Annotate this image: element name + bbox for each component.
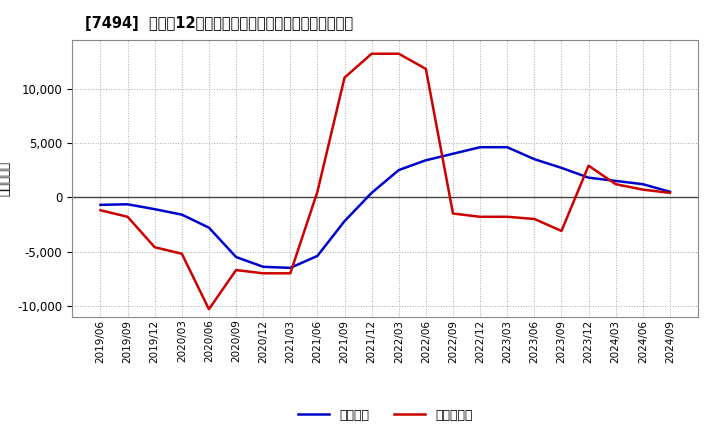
Y-axis label: （百万円）: （百万円） (0, 161, 12, 196)
当期純利益 (341, 75, 349, 80)
経常利益 (96, 202, 105, 208)
当期純利益 (286, 271, 294, 276)
経常利益 (665, 189, 674, 194)
経常利益 (476, 145, 485, 150)
当期純利益 (367, 51, 376, 56)
当期純利益 (665, 190, 674, 195)
当期純利益 (204, 307, 213, 312)
経常利益 (150, 206, 159, 212)
経常利益 (503, 145, 511, 150)
経常利益 (611, 178, 620, 183)
当期純利益 (150, 245, 159, 250)
当期純利益 (584, 163, 593, 169)
経常利益 (395, 167, 403, 172)
当期純利益 (395, 51, 403, 56)
経常利益 (232, 254, 240, 260)
当期純利益 (476, 214, 485, 220)
経常利益 (639, 182, 647, 187)
経常利益 (286, 265, 294, 271)
当期純利益 (123, 214, 132, 220)
経常利益 (584, 175, 593, 180)
経常利益 (204, 225, 213, 230)
当期純利益 (639, 187, 647, 192)
Legend: 経常利益, 当期純利益: 経常利益, 当期純利益 (293, 403, 477, 427)
当期純利益 (259, 271, 268, 276)
当期純利益 (449, 211, 457, 216)
経常利益 (313, 253, 322, 259)
経常利益 (367, 190, 376, 195)
経常利益 (421, 158, 430, 163)
当期純利益 (232, 268, 240, 273)
当期純利益 (96, 208, 105, 213)
経常利益 (178, 212, 186, 217)
経常利益 (530, 157, 539, 162)
Line: 当期純利益: 当期純利益 (101, 54, 670, 309)
Line: 経常利益: 経常利益 (101, 147, 670, 268)
経常利益 (449, 151, 457, 156)
当期純利益 (557, 228, 566, 234)
当期純利益 (503, 214, 511, 220)
当期純利益 (313, 189, 322, 194)
経常利益 (557, 165, 566, 171)
当期純利益 (611, 182, 620, 187)
Text: [7494]  利益だ12か月移動合計の対前年同期増減額の推移: [7494] 利益だ12か月移動合計の対前年同期増減額の推移 (84, 16, 353, 32)
当期純利益 (421, 66, 430, 72)
当期純利益 (178, 251, 186, 257)
経常利益 (341, 219, 349, 224)
当期純利益 (530, 216, 539, 222)
経常利益 (259, 264, 268, 269)
経常利益 (123, 202, 132, 207)
